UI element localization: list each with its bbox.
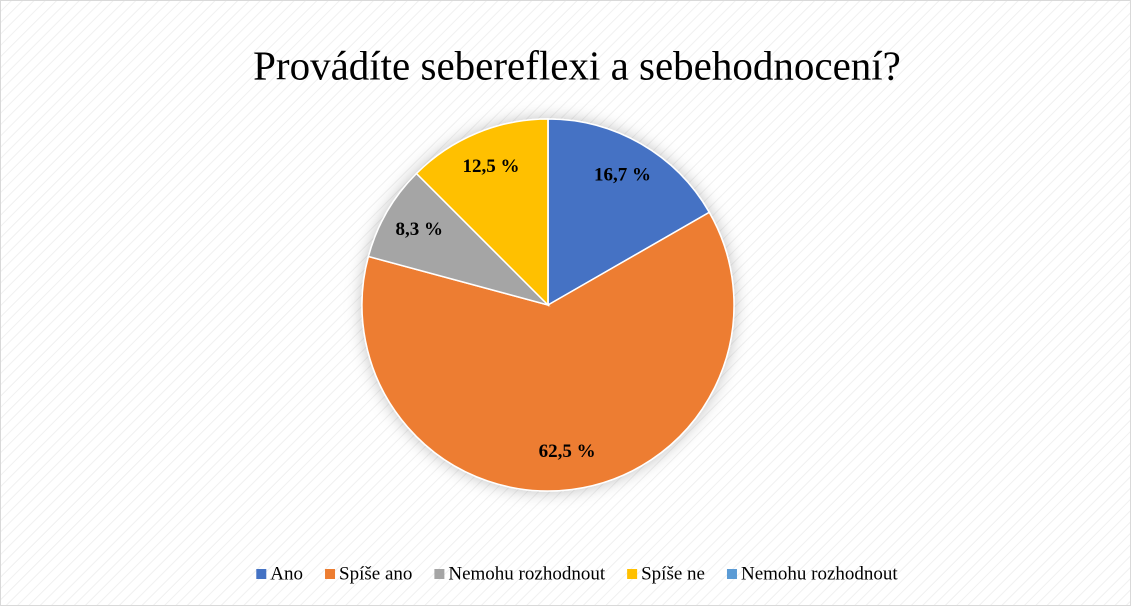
pie [361,118,735,492]
data-label: 12,5 % [463,156,520,177]
legend: Ano Spíše ano Nemohu rozhodnout Spíše ne Nem… [256,563,898,584]
data-label: 62,5 % [539,441,596,462]
legend-label: Nemohu rozhodnout [741,563,898,584]
pie-slice [361,211,735,492]
chart-title: Provádíte sebereflexi a sebehodnocení? [253,42,901,88]
pie-slice [367,172,551,307]
pie-slice [547,118,711,307]
legend-label: Ano [270,563,303,584]
legend-label: Spíše ano [339,563,412,584]
legend-swatch [627,569,638,579]
legend-swatch [726,569,737,579]
legend-swatch [434,569,445,579]
value-labels: 16,7 % 62,5 % 8,3 % 12,5 % [395,156,651,462]
legend-swatch [325,569,336,579]
legend-swatch [256,569,267,579]
data-label: 16,7 % [594,165,651,186]
data-label: 8,3 % [395,219,443,240]
legend-label: Nemohu rozhodnout [448,563,605,584]
legend-label: Spíše ne [641,563,705,584]
pie-slice [415,118,549,307]
